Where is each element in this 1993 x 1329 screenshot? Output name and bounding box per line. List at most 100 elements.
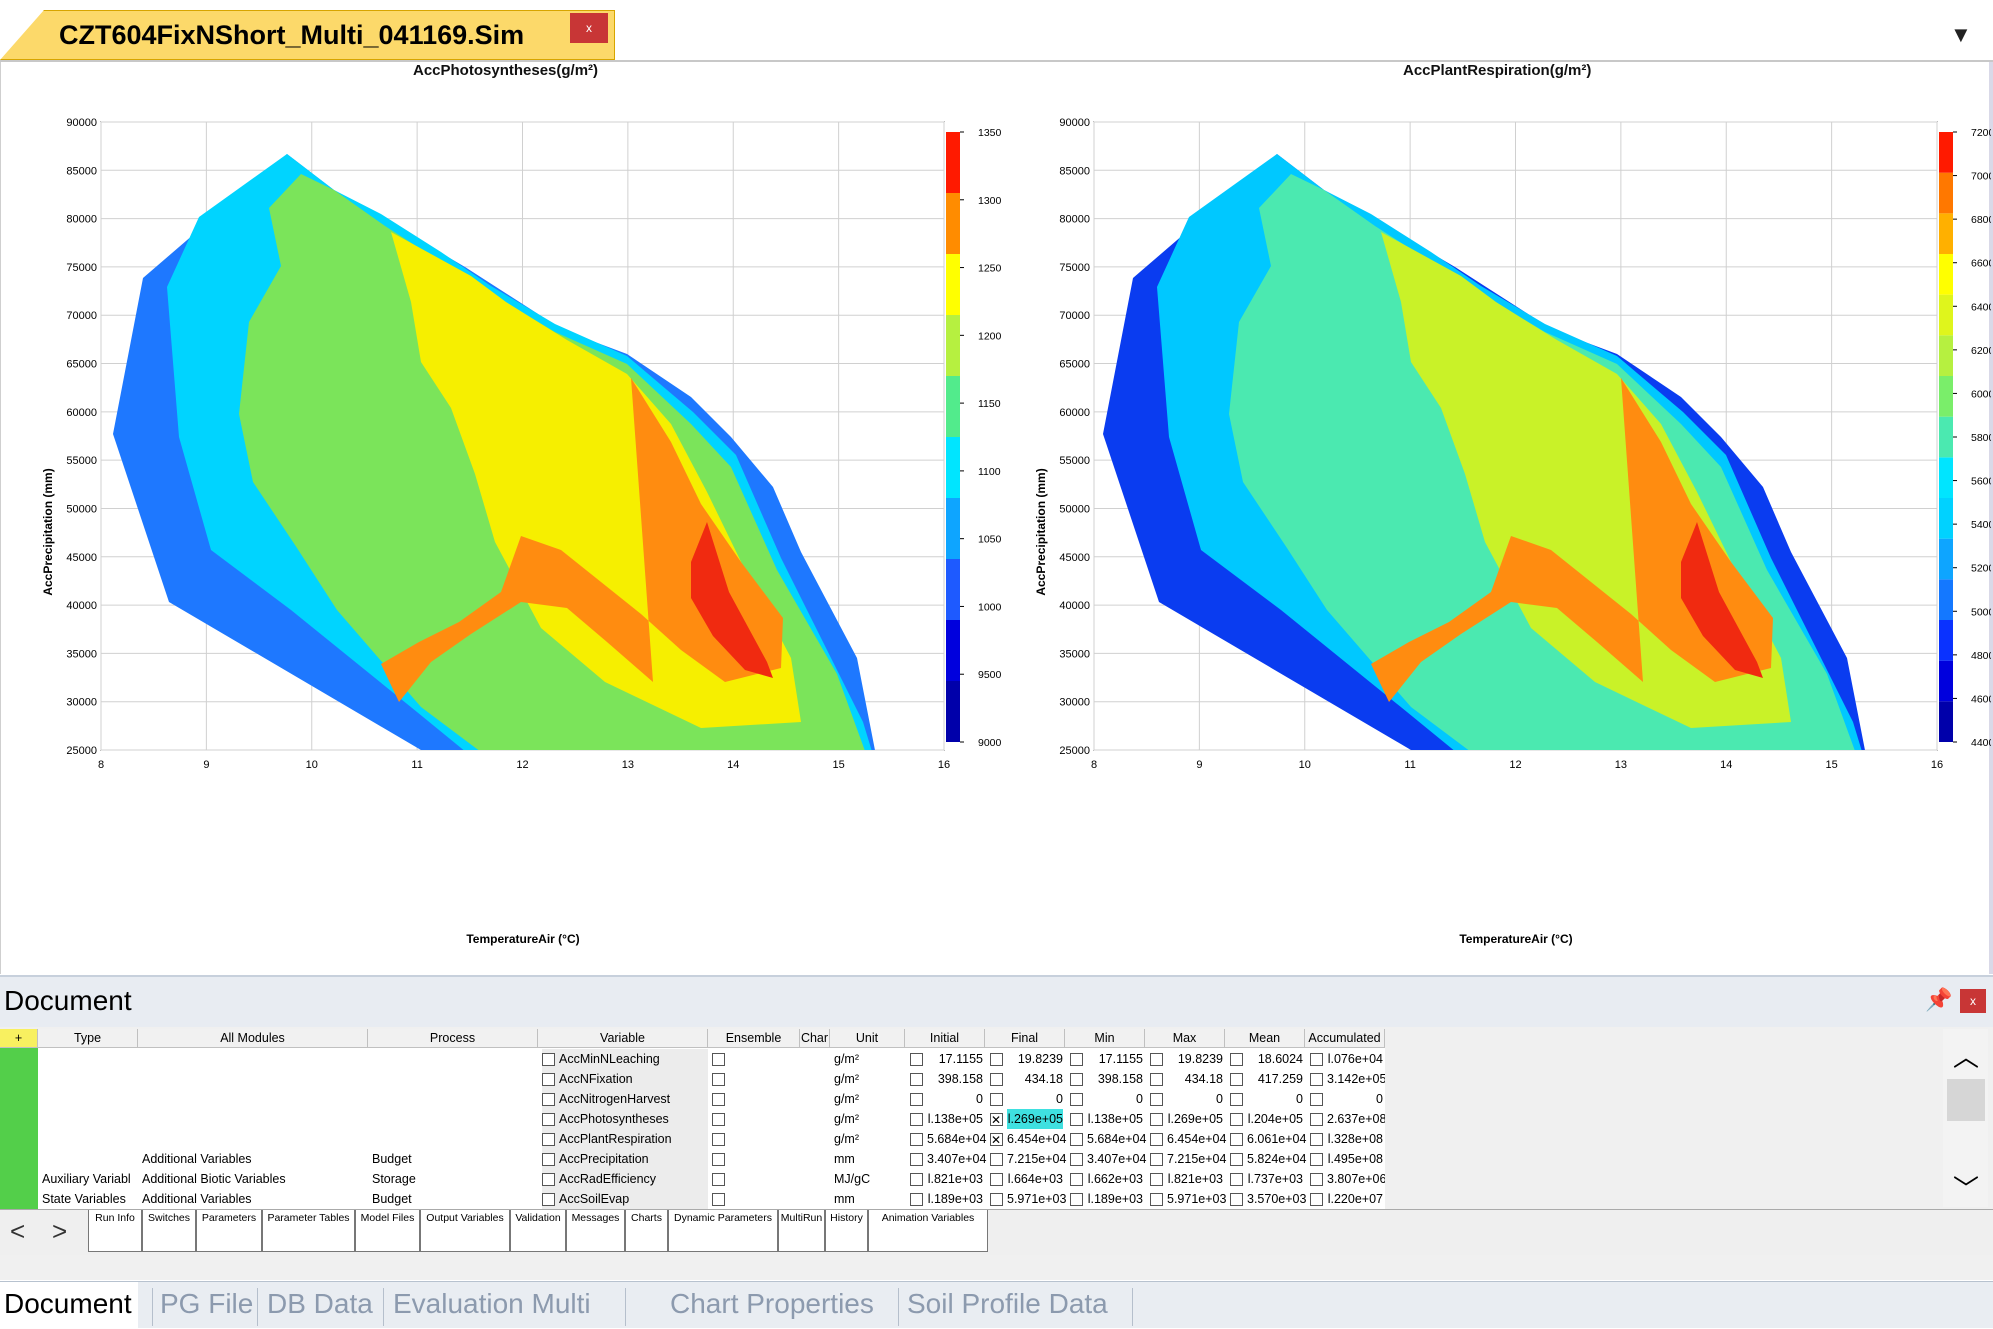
mean-checkbox[interactable] xyxy=(1230,1173,1243,1187)
initial-checkbox[interactable] xyxy=(910,1173,923,1187)
variable-checkbox[interactable] xyxy=(542,1053,555,1067)
min-cell[interactable]: l.189e+03 xyxy=(1070,1189,1148,1209)
ensemble-cell[interactable] xyxy=(712,1189,772,1209)
column-header[interactable]: Mean xyxy=(1225,1029,1305,1048)
max-checkbox[interactable] xyxy=(1150,1093,1163,1107)
accumulated-cell[interactable]: l.328e+08 xyxy=(1310,1129,1385,1149)
max-cell[interactable]: 6.454e+04 xyxy=(1150,1129,1228,1149)
initial-cell[interactable]: 5.684e+04 xyxy=(910,1129,988,1149)
close-panel-button[interactable]: x xyxy=(1960,989,1986,1013)
sheet-tab-dynamic-parameters[interactable]: Dynamic Parameters xyxy=(668,1210,778,1252)
sheet-tab-parameters[interactable]: Parameters xyxy=(196,1210,262,1252)
max-cell[interactable]: l.269e+05 xyxy=(1150,1109,1228,1129)
variable-checkbox[interactable] xyxy=(542,1173,555,1187)
variable-checkbox[interactable] xyxy=(542,1113,555,1127)
ensemble-cell[interactable] xyxy=(712,1069,772,1089)
final-cell[interactable]: 434.18 xyxy=(990,1069,1068,1089)
mean-cell[interactable]: l.737e+03 xyxy=(1230,1169,1308,1189)
mean-cell[interactable]: 6.061e+04 xyxy=(1230,1129,1308,1149)
initial-checkbox[interactable] xyxy=(910,1073,923,1087)
min-checkbox[interactable] xyxy=(1070,1153,1083,1167)
max-cell[interactable]: 0 xyxy=(1150,1089,1228,1109)
column-header[interactable]: Final xyxy=(985,1029,1065,1048)
max-checkbox[interactable] xyxy=(1150,1173,1163,1187)
sheet-tab-multirun[interactable]: MultiRun xyxy=(778,1210,825,1252)
accumulated-cell[interactable]: l.076e+04 xyxy=(1310,1049,1385,1069)
min-cell[interactable]: 17.1155 xyxy=(1070,1049,1148,1069)
min-cell[interactable]: 5.684e+04 xyxy=(1070,1129,1148,1149)
column-header[interactable]: Char xyxy=(800,1029,830,1048)
max-cell[interactable]: 19.8239 xyxy=(1150,1049,1228,1069)
accumulated-checkbox[interactable] xyxy=(1310,1073,1323,1087)
sheet-tab-validation[interactable]: Validation xyxy=(510,1210,566,1252)
initial-cell[interactable]: 3.407e+04 xyxy=(910,1149,988,1169)
accumulated-checkbox[interactable] xyxy=(1310,1093,1323,1107)
max-checkbox[interactable] xyxy=(1150,1073,1163,1087)
min-checkbox[interactable] xyxy=(1070,1073,1083,1087)
chevron-down-icon[interactable]: ﹀ xyxy=(1953,1174,1980,1204)
column-header[interactable]: Process xyxy=(368,1029,538,1048)
initial-checkbox[interactable] xyxy=(910,1153,923,1167)
final-checkbox[interactable] xyxy=(990,1110,1003,1129)
accumulated-cell[interactable]: 2.637e+08 xyxy=(1310,1109,1385,1129)
sheet-tab-model-files[interactable]: Model Files xyxy=(355,1210,420,1252)
next-tab-button[interactable]: > xyxy=(52,1216,68,1246)
final-checkbox[interactable] xyxy=(990,1173,1003,1187)
max-checkbox[interactable] xyxy=(1150,1113,1163,1127)
initial-checkbox[interactable] xyxy=(910,1053,923,1067)
accumulated-checkbox[interactable] xyxy=(1310,1193,1323,1207)
ensemble-checkbox[interactable] xyxy=(712,1133,725,1147)
column-header[interactable]: Max xyxy=(1145,1029,1225,1048)
mean-cell[interactable]: l.204e+05 xyxy=(1230,1109,1308,1129)
variable-checkbox[interactable] xyxy=(542,1193,555,1207)
chevron-down-icon[interactable]: ▼ xyxy=(1950,22,1972,47)
final-checkbox[interactable] xyxy=(990,1130,1003,1149)
min-cell[interactable]: l.662e+03 xyxy=(1070,1169,1148,1189)
vertical-scrollbar[interactable]: ︿ ﹀ xyxy=(1943,1029,1988,1207)
min-checkbox[interactable] xyxy=(1070,1113,1083,1127)
pin-icon[interactable]: 📌 xyxy=(1925,987,1953,1012)
final-cell[interactable]: 7.215e+04 xyxy=(990,1149,1068,1169)
sheet-tab-animation-variables[interactable]: Animation Variables xyxy=(868,1210,988,1252)
mean-checkbox[interactable] xyxy=(1230,1153,1243,1167)
tab-soil-profile-data[interactable]: Soil Profile Data xyxy=(907,1288,1108,1319)
variable-cell[interactable]: AccPrecipitation xyxy=(542,1149,708,1169)
final-cell[interactable]: 5.971e+03 xyxy=(990,1189,1068,1209)
min-checkbox[interactable] xyxy=(1070,1173,1083,1187)
sheet-tab-run-info[interactable]: Run Info xyxy=(88,1210,142,1252)
column-header[interactable]: Min xyxy=(1065,1029,1145,1048)
ensemble-cell[interactable] xyxy=(712,1149,772,1169)
max-cell[interactable]: 5.971e+03 xyxy=(1150,1189,1228,1209)
final-cell[interactable]: l.664e+03 xyxy=(990,1169,1068,1189)
variable-cell[interactable]: AccPhotosyntheses xyxy=(542,1109,708,1129)
final-checkbox[interactable] xyxy=(990,1193,1003,1207)
min-checkbox[interactable] xyxy=(1070,1133,1083,1147)
accumulated-cell[interactable]: 3.807e+06 xyxy=(1310,1169,1385,1189)
max-checkbox[interactable] xyxy=(1150,1053,1163,1067)
min-cell[interactable]: 3.407e+04 xyxy=(1070,1149,1148,1169)
variable-cell[interactable]: AccMinNLeaching xyxy=(542,1049,708,1069)
final-cell[interactable]: 6.454e+04 xyxy=(990,1129,1068,1149)
accumulated-cell[interactable]: 3.142e+05 xyxy=(1310,1069,1385,1089)
accumulated-cell[interactable]: 0 xyxy=(1310,1089,1385,1109)
accumulated-checkbox[interactable] xyxy=(1310,1053,1323,1067)
tab-evaluation-multi[interactable]: Evaluation Multi xyxy=(393,1288,591,1319)
variable-checkbox[interactable] xyxy=(542,1133,555,1147)
tab-db-data[interactable]: DB Data xyxy=(267,1288,373,1319)
ensemble-checkbox[interactable] xyxy=(712,1153,725,1167)
column-header[interactable]: + xyxy=(0,1029,38,1048)
column-header[interactable]: Unit xyxy=(830,1029,905,1048)
initial-checkbox[interactable] xyxy=(910,1133,923,1147)
mean-cell[interactable]: 3.570e+03 xyxy=(1230,1189,1308,1209)
sheet-tab-charts[interactable]: Charts xyxy=(625,1210,668,1252)
accumulated-cell[interactable]: l.220e+07 xyxy=(1310,1189,1385,1209)
chevron-up-icon[interactable]: ︿ xyxy=(1953,1042,1980,1072)
ensemble-checkbox[interactable] xyxy=(712,1113,725,1127)
initial-cell[interactable]: l.821e+03 xyxy=(910,1169,988,1189)
final-checkbox[interactable] xyxy=(990,1093,1003,1107)
max-cell[interactable]: 7.215e+04 xyxy=(1150,1149,1228,1169)
variable-cell[interactable]: AccRadEfficiency xyxy=(542,1169,708,1189)
initial-cell[interactable]: 0 xyxy=(910,1089,988,1109)
mean-checkbox[interactable] xyxy=(1230,1053,1243,1067)
variable-cell[interactable]: AccPlantRespiration xyxy=(542,1129,708,1149)
